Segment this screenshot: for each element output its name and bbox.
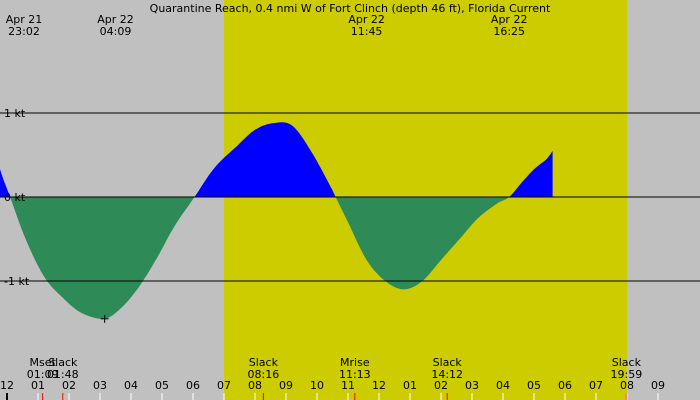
x-axis-ticks: 12 01 02 03 04 05 06 07 08 09 10 11 12 01 02 03 04 05 06 07… (0, 379, 665, 400)
y-tick-label: -1 kt (4, 275, 30, 288)
x-tick-label: 05 (527, 379, 541, 392)
event-name: Slack (433, 356, 463, 369)
top-day-label: Apr 22 (491, 13, 528, 26)
top-day-label: Apr 22 (97, 13, 134, 26)
y-axis-labels: 1 kt 0 kt -1 kt (4, 107, 30, 288)
event-name: Slack (249, 356, 279, 369)
x-tick-label: 10 (310, 379, 324, 392)
x-tick-label: 01 (403, 379, 417, 392)
x-tick-label: 11 (341, 379, 355, 392)
y-tick-label: 0 kt (4, 191, 26, 204)
event-time: 19:59 (611, 368, 643, 381)
event-name: Mset (29, 356, 56, 369)
y-tick-label: 1 kt (4, 107, 26, 120)
x-tick-label: 08 (248, 379, 262, 392)
x-tick-label: 12 (0, 379, 14, 392)
x-tick-label: 12 (372, 379, 386, 392)
top-time-label: 11:45 (351, 25, 383, 38)
top-day-label: Apr 21 (6, 13, 43, 26)
x-tick-label: 07 (217, 379, 231, 392)
event-time: 08:16 (248, 368, 280, 381)
event-name: Mrise (340, 356, 370, 369)
x-tick-label: 08 (620, 379, 634, 392)
event-name: Slack (48, 356, 78, 369)
current-areas (0, 122, 553, 319)
x-tick-label: 02 (62, 379, 76, 392)
x-tick-label: 06 (558, 379, 572, 392)
x-tick-label: 05 (155, 379, 169, 392)
x-tick-label: 04 (496, 379, 510, 392)
x-tick-label: 07 (589, 379, 603, 392)
ebb-area (335, 197, 510, 290)
event-time: 01:48 (47, 368, 79, 381)
event-name: Slack (612, 356, 642, 369)
top-day-label: Apr 22 (348, 13, 385, 26)
chart-title: Quarantine Reach, 0.4 nmi W of Fort Clin… (150, 2, 551, 15)
flood-area (509, 150, 553, 197)
x-tick-label: 04 (124, 379, 138, 392)
x-tick-label: 02 (434, 379, 448, 392)
gridlines (0, 112, 700, 282)
event-time: 01:09 (27, 368, 59, 381)
event-time: 14:12 (431, 368, 463, 381)
x-tick-label: 09 (651, 379, 665, 392)
bottom-event-labels: Mset01:09Slack01:48Slack08:16Mrise11:13S… (27, 356, 642, 400)
top-time-label: 16:25 (493, 25, 525, 38)
flood-area (0, 169, 11, 197)
x-tick-label: 01 (31, 379, 45, 392)
x-tick-label: 03 (465, 379, 479, 392)
x-tick-label: 09 (279, 379, 293, 392)
top-time-label: 23:02 (8, 25, 40, 38)
event-time: 11:13 (339, 368, 371, 381)
ebb-area (10, 197, 195, 319)
top-time-label: 04:09 (100, 25, 132, 38)
flood-area (194, 122, 336, 197)
x-tick-label: 03 (93, 379, 107, 392)
x-tick-label: 06 (186, 379, 200, 392)
extremum-marker-group (100, 314, 109, 323)
